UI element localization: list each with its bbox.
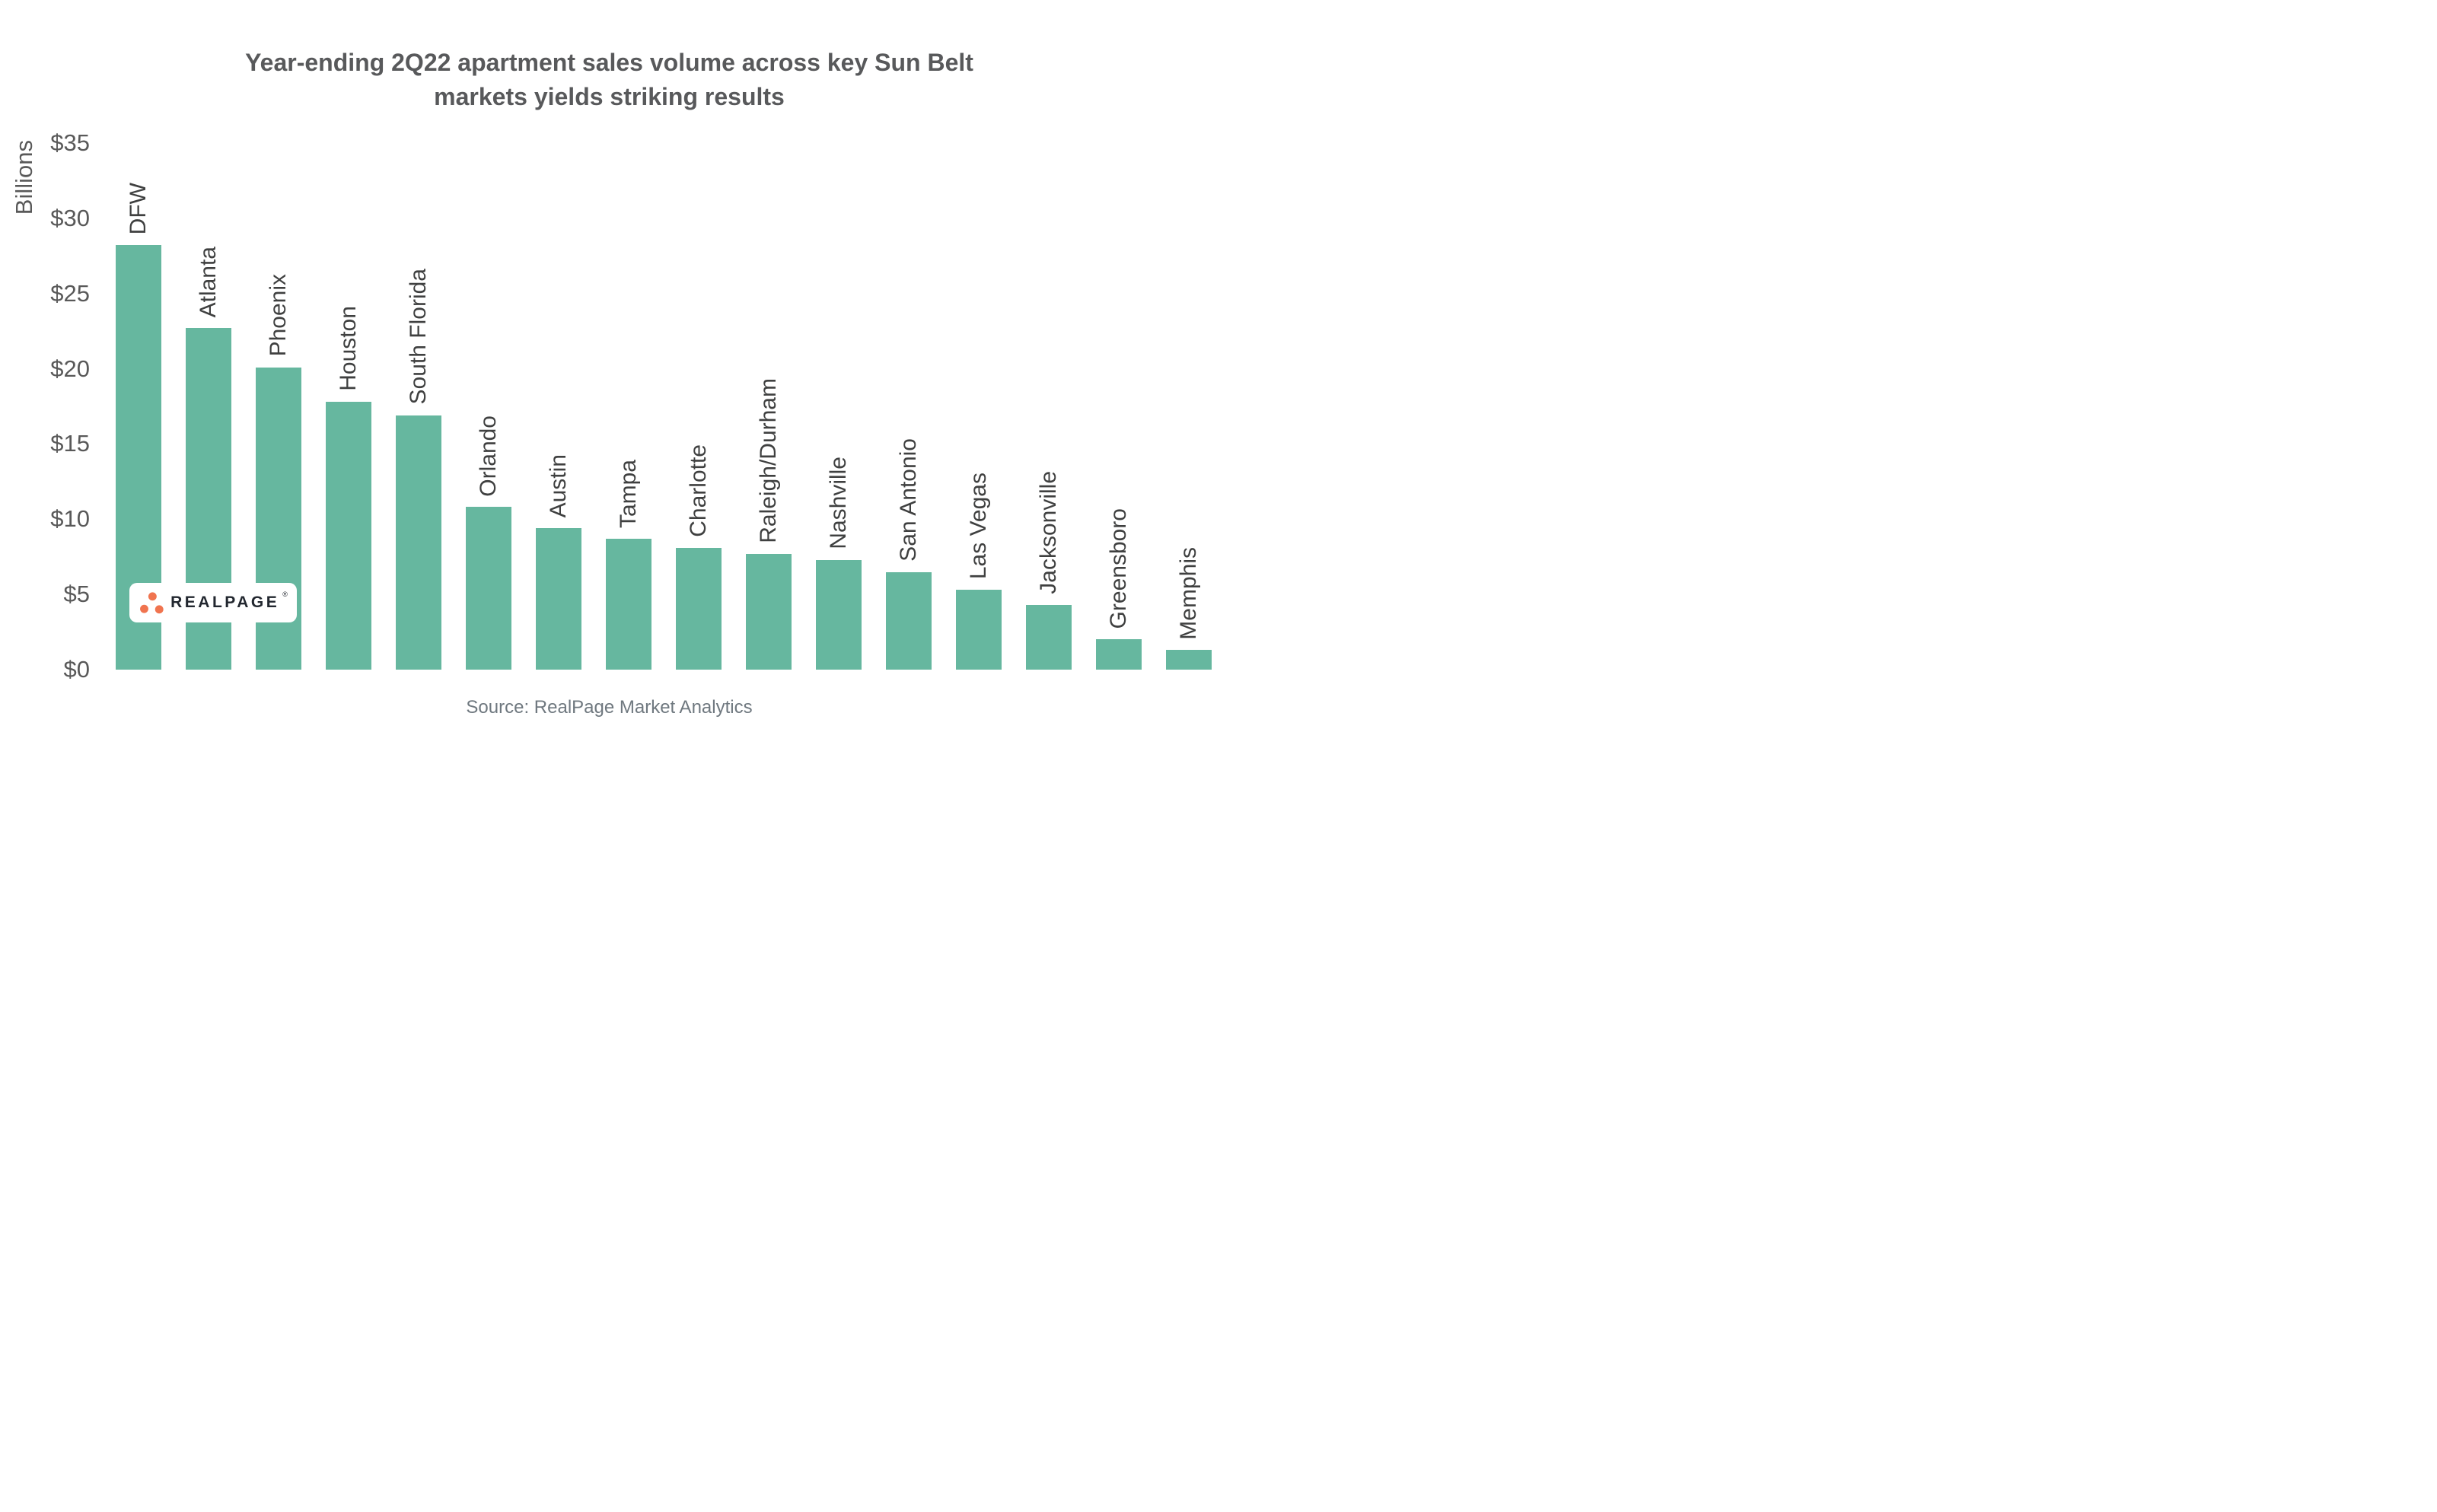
bar — [396, 415, 441, 670]
bar — [326, 402, 371, 670]
bar-slot-greensboro: Greensboro — [1096, 143, 1142, 670]
bar — [536, 528, 581, 670]
chart-figure: Year-ending 2Q22 apartment sales volume … — [0, 0, 1218, 756]
y-tick-label: $15 — [50, 430, 90, 457]
bar-category-label: Charlotte — [686, 444, 711, 537]
source-note: Source: RealPage Market Analytics — [466, 697, 753, 718]
y-tick-label: $5 — [63, 581, 90, 608]
bar-slot-charlotte: Charlotte — [676, 143, 722, 670]
bar-plot-area: DFW Atlanta Phoenix Houston South Florida Orl… — [116, 143, 1212, 670]
y-tick-label: $30 — [50, 204, 90, 231]
bar-slot-south-florida: South Florida — [396, 143, 441, 670]
bar-category-label: DFW — [126, 183, 151, 235]
bar — [1026, 604, 1072, 670]
bar-category-label: San Antonio — [896, 438, 921, 562]
y-tick-label: $20 — [50, 355, 90, 382]
registered-trademark-mark: ® — [282, 590, 288, 598]
bar — [886, 571, 932, 670]
bar — [466, 507, 511, 670]
bar-category-label: Greensboro — [1106, 508, 1131, 629]
bar — [606, 539, 651, 670]
bar-slot-nashville: Nashville — [816, 143, 862, 670]
bar — [816, 559, 862, 670]
bar — [256, 367, 301, 670]
bar-category-label: Atlanta — [196, 246, 221, 318]
y-tick-label: $0 — [63, 656, 90, 683]
y-tick-label: $35 — [50, 129, 90, 156]
bar — [1096, 639, 1142, 670]
bar-slot-san-antonio: San Antonio — [886, 143, 932, 670]
bar-category-label: Austin — [546, 454, 571, 518]
chart-title: Year-ending 2Q22 apartment sales volume … — [245, 49, 973, 110]
bar-category-label: Jacksonville — [1036, 471, 1061, 594]
bar-category-label: Nashville — [826, 456, 851, 549]
bar-slot-jacksonville: Jacksonville — [1026, 143, 1072, 670]
bar-category-label: Memphis — [1176, 546, 1201, 640]
bar-category-label: South Florida — [406, 269, 431, 405]
bar-category-label: Tampa — [616, 459, 641, 528]
realpage-dots-icon — [139, 590, 164, 616]
realpage-logo-text: REALPAGE — [170, 594, 280, 611]
bar-slot-austin: Austin — [536, 143, 581, 670]
bar-slot-raleigh-durham: Raleigh/Durham — [746, 143, 792, 670]
bar-category-label: Las Vegas — [966, 473, 991, 580]
bar-category-label: Phoenix — [266, 274, 291, 357]
bar — [676, 547, 722, 670]
bar-category-label: Orlando — [476, 415, 501, 497]
bar-slot-tampa: Tampa — [606, 143, 651, 670]
bar — [956, 590, 1002, 670]
realpage-logo: REALPAGE ® — [129, 583, 297, 622]
y-tick-label: $25 — [50, 279, 90, 307]
bar-slot-houston: Houston — [326, 143, 371, 670]
y-tick-label: $10 — [50, 505, 90, 533]
bar-slot-las-vegas: Las Vegas — [956, 143, 1002, 670]
bar-slot-memphis: Memphis — [1166, 143, 1212, 670]
y-axis-tick-labels: $35 $30 $25 $20 $15 $10 $5 $0 — [0, 0, 90, 756]
bar — [1166, 650, 1212, 670]
bar-category-label: Houston — [336, 306, 361, 392]
bar-slot-orlando: Orlando — [466, 143, 511, 670]
bar — [746, 553, 792, 670]
bar-category-label: Raleigh/Durham — [756, 377, 781, 543]
